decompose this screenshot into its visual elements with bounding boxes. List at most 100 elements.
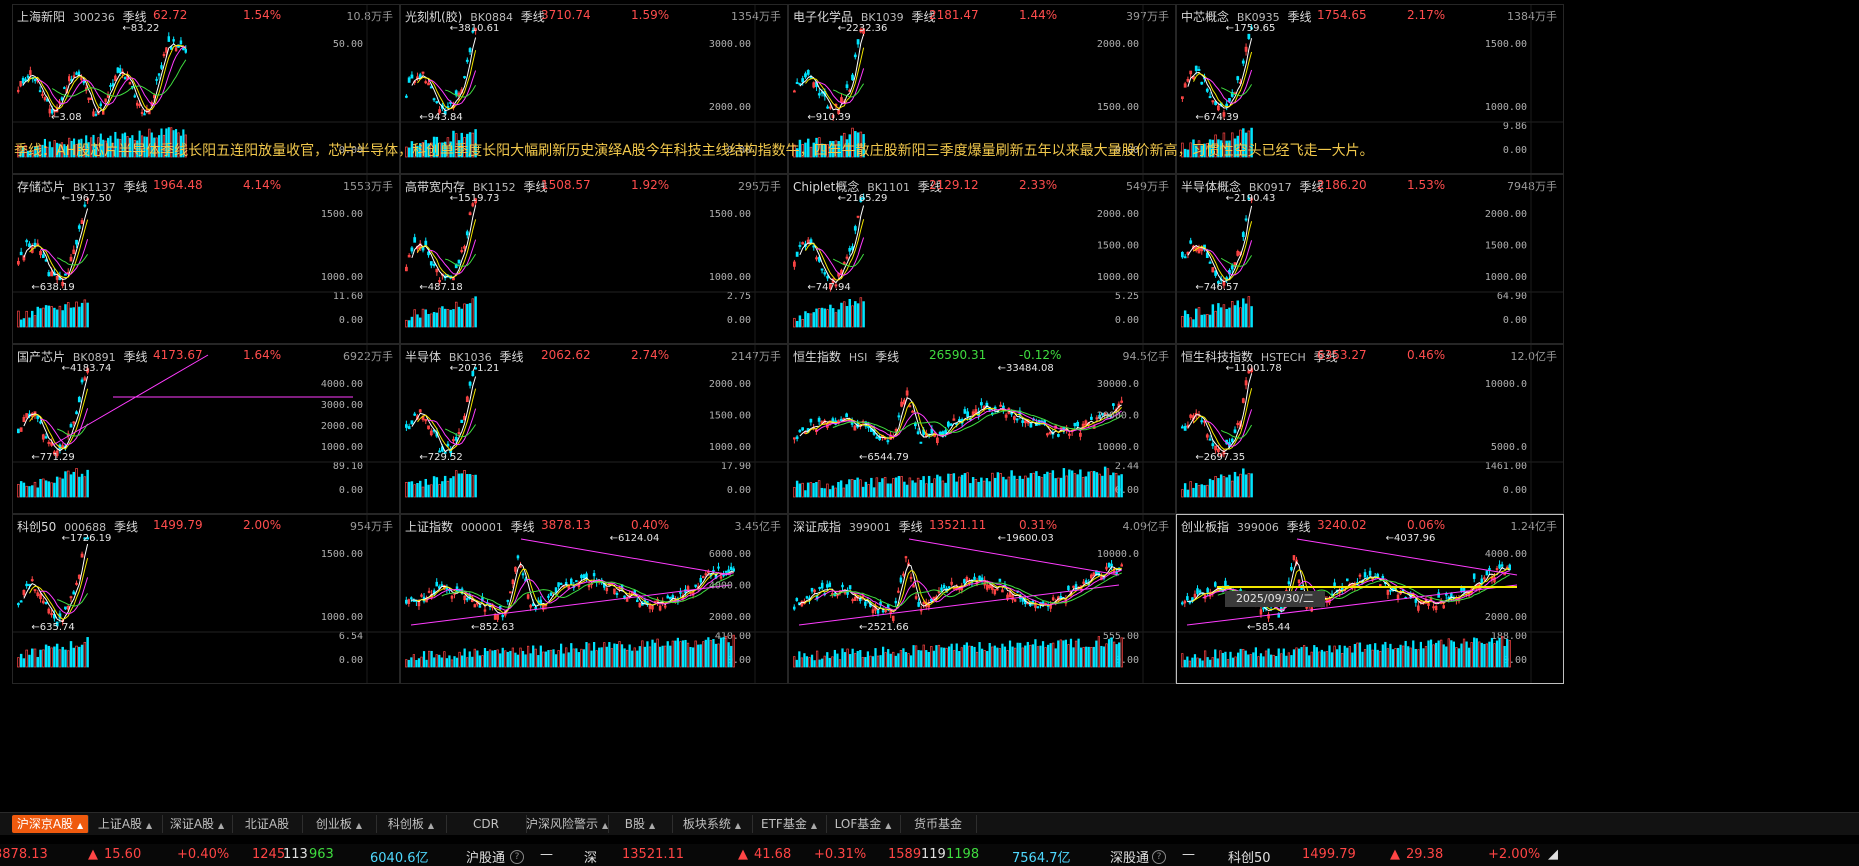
kline-panel[interactable]: 国产芯片 BK0891 季线 4173.67 1.64% 6922万手 ←418…	[12, 344, 400, 514]
kline-panel[interactable]: 光刻机(胶) BK0884 季线 3710.74 1.59% 1354万手 ←3…	[400, 4, 788, 174]
sh-index-value[interactable]: 3878.13	[0, 847, 48, 862]
candle-body	[60, 97, 64, 101]
volume-bar	[1206, 484, 1209, 498]
volume-bar	[116, 138, 119, 158]
candle-body	[26, 75, 30, 78]
volume-label: 397万手	[1126, 10, 1169, 23]
volume-bar	[155, 137, 158, 158]
market-tab[interactable]: 板块系统 ▲	[672, 815, 753, 833]
kline-chart[interactable]: ←33484.08←6544.7930000.020000.010000.02.…	[789, 345, 1176, 514]
kline-panel[interactable]: 半导体 BK1036 季线 2062.62 2.74% 2147万手 ←2071…	[400, 344, 788, 514]
candle-body	[842, 262, 846, 265]
market-tab[interactable]: 沪深京A股 ▲	[12, 815, 89, 833]
volume-bar	[78, 306, 81, 328]
volume-bar	[1244, 650, 1247, 668]
candle-body	[1120, 564, 1124, 567]
caret-up-icon[interactable]: ▲	[885, 821, 892, 830]
kline-panel[interactable]: 恒生指数 HSI 季线 26590.31 -0.12% 94.5亿手 ←3348…	[788, 344, 1176, 514]
period-label: 季线	[520, 10, 545, 24]
kline-panel[interactable]: 中芯概念 BK0935 季线 1754.65 2.17% 1384万手 ←175…	[1176, 4, 1564, 174]
market-tab[interactable]: 创业板 ▲	[302, 815, 377, 833]
sz-index-value[interactable]: 13521.11	[622, 847, 685, 862]
sgt-label[interactable]: 深股通	[1110, 851, 1150, 866]
candle-body	[167, 36, 170, 42]
candle-body	[798, 83, 802, 86]
caret-up-icon[interactable]: ▲	[602, 821, 609, 830]
sz-label[interactable]: 深	[584, 851, 598, 866]
volume-bar	[872, 487, 876, 498]
kline-chart[interactable]: ←2071.21←729.522000.001500.001000.0017.9…	[401, 345, 788, 514]
candle-body	[1230, 265, 1234, 270]
kline-panel[interactable]: 创业板指 399006 季线 3240.02 0.06% 1.24亿手 ←403…	[1176, 514, 1564, 684]
caret-up-icon[interactable]: ▲	[810, 821, 817, 830]
volume-bar	[669, 645, 672, 668]
kline-panel[interactable]: 半导体概念 BK0917 季线 2186.20 1.53% 7948万手 ←21…	[1176, 174, 1564, 344]
caret-up-icon[interactable]: ▲	[77, 821, 84, 830]
volume-bar	[55, 476, 59, 498]
market-tab[interactable]: 货币基金	[900, 815, 977, 833]
market-tab[interactable]: 北证A股	[232, 815, 303, 833]
kline-chart[interactable]: ←2190.43←746.572000.001500.001000.0064.9…	[1177, 175, 1564, 344]
kline-panel[interactable]: 电子化学品 BK1039 季线 2181.47 1.44% 397万手 ←223…	[788, 4, 1176, 174]
panel-title: 半导体 BK1036 季线	[405, 348, 523, 365]
candle-body	[25, 413, 29, 418]
volume-bar	[143, 136, 146, 158]
caret-up-icon[interactable]: ▲	[146, 821, 153, 830]
last-price: 1499.79	[153, 518, 203, 532]
market-tab[interactable]: ETF基金 ▲	[752, 815, 827, 833]
market-tab[interactable]: 深证A股 ▲	[162, 815, 233, 833]
kline-panel[interactable]: 高带宽内存 BK1152 季线 1508.57 1.92% 295万手 ←151…	[400, 174, 788, 344]
kline-panel[interactable]: Chiplet概念 BK1101 季线 2129.12 2.33% 549万手 …	[788, 174, 1176, 344]
volume-bar	[463, 470, 466, 498]
market-tab[interactable]: 沪深风险警示 ▲	[526, 815, 609, 833]
market-tab[interactable]: B股 ▲	[608, 815, 673, 833]
caret-up-icon[interactable]: ▲	[218, 821, 225, 830]
caret-up-icon[interactable]: ▲	[427, 821, 435, 830]
hgt-label[interactable]: 沪股通	[466, 851, 506, 866]
volume-bar	[1399, 644, 1402, 668]
panel-title: 上海新阳 300236 季线	[17, 8, 147, 25]
kline-chart[interactable]: ←11001.78←2697.3510000.05000.01461.000.0…	[1177, 345, 1564, 514]
volume-axis-tick: 0.00	[727, 485, 751, 496]
kline-panel[interactable]: 科创50 000688 季线 1499.79 2.00% 954万手 ←1726…	[12, 514, 400, 684]
kc-label[interactable]: 科创50	[1228, 851, 1271, 866]
market-tab[interactable]: 科创板 ▲	[376, 815, 447, 833]
kline-chart[interactable]: ←4183.74←771.294000.003000.002000.001000…	[13, 345, 400, 514]
grip-icon[interactable]: ◢	[1548, 847, 1558, 862]
kline-panel[interactable]: 上证指数 000001 季线 3878.13 0.40% 3.45亿手 ←612…	[400, 514, 788, 684]
caret-up-icon[interactable]: ▲	[355, 821, 363, 830]
kline-panel[interactable]: 存储芯片 BK1137 季线 1964.48 4.14% 1553万手 ←196…	[12, 174, 400, 344]
kline-panel[interactable]: 恒生科技指数 HSTECH 季线 6353.27 0.46% 12.0亿手 ←1…	[1176, 344, 1564, 514]
candle-body	[47, 608, 51, 614]
volume-bar	[1234, 656, 1237, 668]
market-tab[interactable]: 上证A股 ▲	[88, 815, 163, 833]
candle-body	[1073, 422, 1077, 427]
volume-bar	[1488, 641, 1491, 668]
panel-title: 中芯概念 BK0935 季线	[1181, 8, 1311, 25]
market-tab[interactable]: CDR	[446, 815, 527, 833]
candle-body	[83, 537, 87, 540]
kline-panel[interactable]: 深证成指 399001 季线 13521.11 0.31% 4.09亿手 ←19…	[788, 514, 1176, 684]
caret-up-icon[interactable]: ▲	[649, 821, 656, 830]
kline-chart[interactable]: ←6124.04←852.636000.004000.002000.00410.…	[401, 515, 788, 684]
caret-up-icon[interactable]: ▲	[734, 821, 742, 830]
volume-bar	[69, 474, 73, 498]
volume-bar	[914, 645, 918, 668]
y-axis-tick: 1500.00	[1097, 241, 1139, 252]
kline-panel[interactable]: 上海新阳 300236 季线 62.72 1.54% 10.8万手 ←83.22…	[12, 4, 400, 174]
volume-bar	[689, 646, 692, 668]
market-tab[interactable]: LOF基金 ▲	[826, 815, 901, 833]
kc-index-value[interactable]: 1499.79	[1302, 847, 1356, 862]
candle-body	[658, 605, 662, 611]
ma5-line	[23, 376, 89, 452]
kline-chart[interactable]: ←2165.29←747.942000.001500.001000.005.25…	[789, 175, 1176, 344]
